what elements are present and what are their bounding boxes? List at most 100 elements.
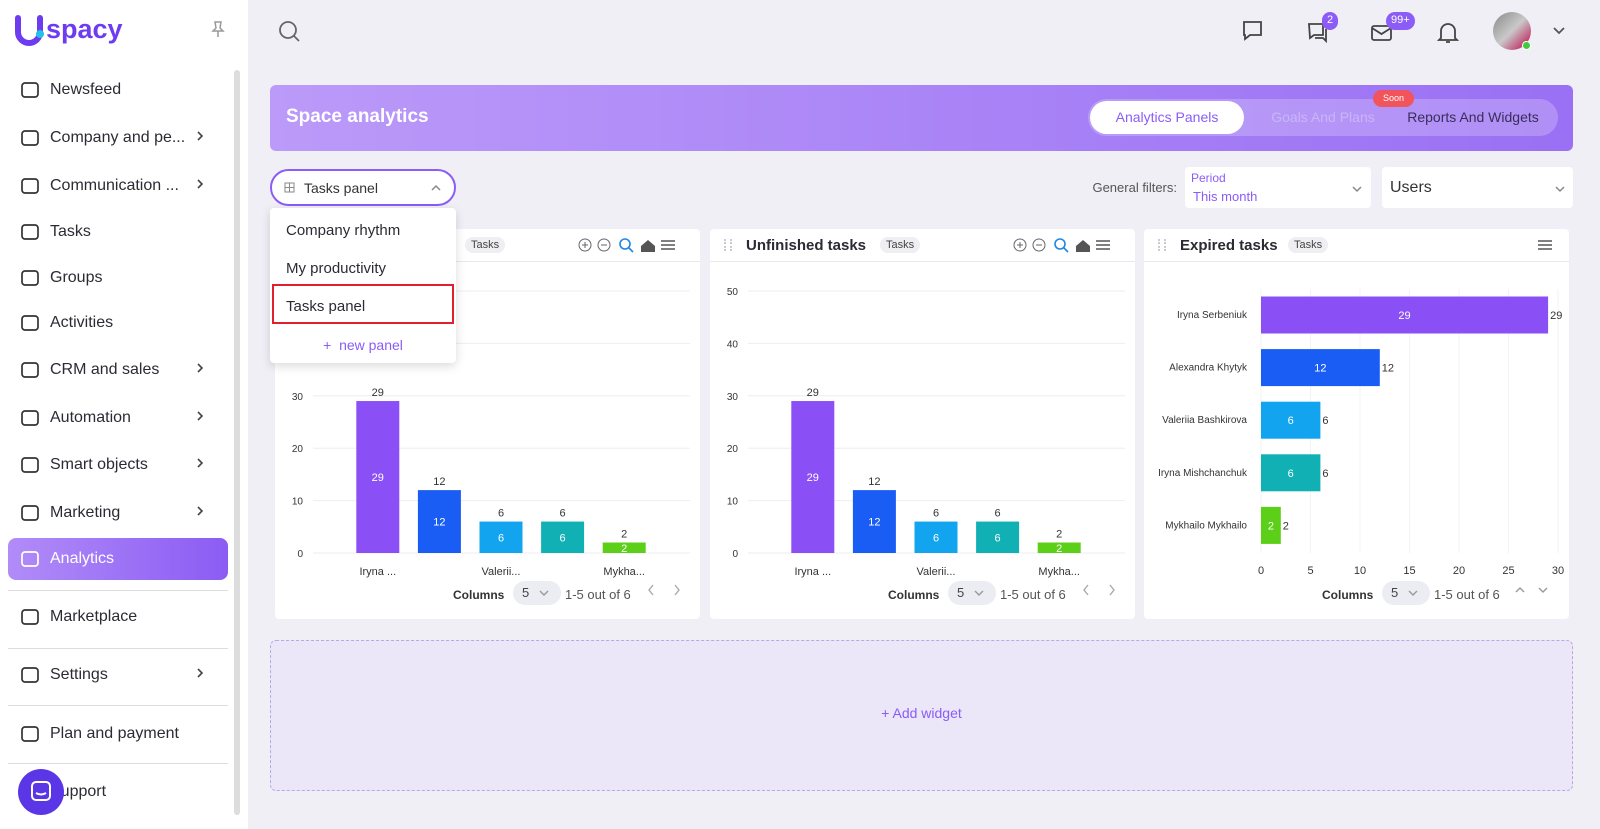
y-tick-label: 10 xyxy=(727,497,739,508)
bell-icon[interactable] xyxy=(1436,20,1460,46)
nav-item[interactable]: Company and pe... xyxy=(8,117,228,159)
value-label: 2 xyxy=(621,529,627,541)
nav-chevron xyxy=(184,504,214,522)
value-label: 12 xyxy=(433,476,445,488)
nav-icon xyxy=(21,178,39,194)
dropdown-item[interactable]: My productivity xyxy=(286,260,387,277)
bar xyxy=(1261,349,1380,387)
logo: spacy xyxy=(46,14,123,44)
bar xyxy=(1037,542,1081,553)
tab-active[interactable]: Analytics Panels xyxy=(1090,101,1244,134)
chart: 0 10 20 30 40 50 29 29 Iryna ... 12 12 6 6 Valerii...… xyxy=(727,287,1125,578)
page-size-select[interactable]: 5 xyxy=(513,581,561,605)
value-label: 29 xyxy=(807,387,819,399)
value-label: 6 xyxy=(995,508,1001,520)
nav-item[interactable]: Marketing xyxy=(8,492,228,534)
add-widget-label: Add widget xyxy=(892,705,962,721)
scrollbar[interactable] xyxy=(234,70,240,815)
nav-label: Groups xyxy=(50,269,103,286)
y-tick-label: Valeriia Bashkirova xyxy=(1162,415,1247,426)
nav-item[interactable]: Analytics xyxy=(8,538,228,580)
add-widget-area[interactable]: + Add widget xyxy=(270,640,1573,791)
add-widget[interactable]: + Add widget xyxy=(881,705,962,721)
period-label: Period xyxy=(1191,171,1226,185)
tab[interactable]: Goals And Plans xyxy=(1271,109,1375,125)
search-icon[interactable] xyxy=(278,20,302,44)
nav-chevron xyxy=(184,129,214,147)
new-panel[interactable]: + new panel xyxy=(323,337,403,353)
page-size: 5 xyxy=(1391,585,1399,600)
value-label: 12 xyxy=(1382,363,1394,375)
nav-item[interactable]: Plan and payment xyxy=(8,713,228,755)
value-label: 6 xyxy=(933,508,939,520)
dropdown-item[interactable]: Tasks panel xyxy=(286,298,366,315)
nav-item[interactable]: Activities xyxy=(8,302,228,344)
page-size-select[interactable]: 5 xyxy=(1382,581,1430,605)
bar xyxy=(914,521,958,553)
bar xyxy=(479,521,523,553)
nav-chevron xyxy=(184,177,214,195)
users-filter[interactable]: Users xyxy=(1382,167,1573,208)
nav-chevron xyxy=(184,409,214,427)
nav-item[interactable]: Settings xyxy=(8,654,228,696)
profile-chevron[interactable] xyxy=(1552,26,1566,36)
nav-icon xyxy=(21,270,39,286)
chat-button[interactable] xyxy=(18,769,64,815)
bar xyxy=(1261,506,1281,544)
widget-toolbar[interactable] xyxy=(1010,235,1120,260)
nav-chevron xyxy=(184,456,214,474)
widget-toolbar[interactable] xyxy=(1535,235,1555,260)
nav-item[interactable]: Newsfeed xyxy=(8,69,228,111)
bar-inner-label: 12 xyxy=(868,517,880,529)
messages-icon[interactable] xyxy=(1241,19,1265,43)
nav-item[interactable]: CRM and sales xyxy=(8,349,228,391)
new-panel-label: new panel xyxy=(339,337,403,353)
mail-icon[interactable] xyxy=(1370,21,1394,45)
bar xyxy=(852,490,896,553)
value-label: 6 xyxy=(1322,468,1328,480)
widget-tag: Tasks xyxy=(1288,237,1329,253)
bar xyxy=(1261,401,1321,439)
bar-inner-label: 2 xyxy=(1268,520,1274,532)
dropdown-item[interactable]: Company rhythm xyxy=(286,222,401,239)
pager[interactable] xyxy=(645,583,685,602)
nav-item[interactable]: Smart objects xyxy=(8,444,228,486)
bar-inner-label: 6 xyxy=(1288,415,1294,427)
drag-handle xyxy=(1158,239,1166,251)
nav-icon xyxy=(21,410,39,426)
y-tick-label: Mykhailo Mykhailo xyxy=(1165,520,1247,531)
bar-inner-label: 6 xyxy=(1288,468,1294,480)
page-size-select[interactable]: 5 xyxy=(948,581,996,605)
soon-badge: Soon xyxy=(1373,90,1414,107)
widget-tag: Tasks xyxy=(880,237,921,253)
nav-item[interactable]: Groups xyxy=(8,257,228,299)
nav-label: Newsfeed xyxy=(50,81,122,98)
widget-title: Expired tasks xyxy=(1180,237,1278,254)
bar-inner-label: 6 xyxy=(933,532,939,544)
pin-icon[interactable] xyxy=(210,20,226,38)
nav-item[interactable]: Automation xyxy=(8,397,228,439)
nav-item[interactable]: Tasks xyxy=(8,211,228,253)
nav-label: Marketing xyxy=(50,504,121,521)
sidebar: spacy Newsfeed Company and pe... Communica… xyxy=(0,0,248,829)
bar-inner-label: 2 xyxy=(621,543,627,555)
x-tick-label: 0 xyxy=(1258,565,1264,577)
nav-icon xyxy=(21,667,39,683)
x-tick-label: Mykha... xyxy=(1038,566,1080,578)
range: 1-5 out of 6 xyxy=(1000,587,1066,602)
nav-item[interactable]: Communication ... xyxy=(8,165,228,207)
bar-inner-label: 6 xyxy=(995,532,1001,544)
nav-item[interactable]: Marketplace xyxy=(8,596,228,638)
separator xyxy=(8,763,228,764)
range: 1-5 out of 6 xyxy=(1434,587,1500,602)
chats-icon[interactable] xyxy=(1306,21,1330,45)
widget-toolbar[interactable] xyxy=(575,235,685,260)
pager[interactable] xyxy=(1514,583,1554,602)
x-tick-label: Iryna ... xyxy=(794,566,831,578)
columns-label: Columns xyxy=(1322,588,1374,602)
page-size: 5 xyxy=(957,585,965,600)
panel-select[interactable]: Tasks panel xyxy=(270,169,456,206)
pager[interactable] xyxy=(1080,583,1120,602)
tab[interactable]: Reports And Widgets xyxy=(1407,109,1539,125)
period-filter[interactable]: Period This month xyxy=(1185,167,1371,208)
